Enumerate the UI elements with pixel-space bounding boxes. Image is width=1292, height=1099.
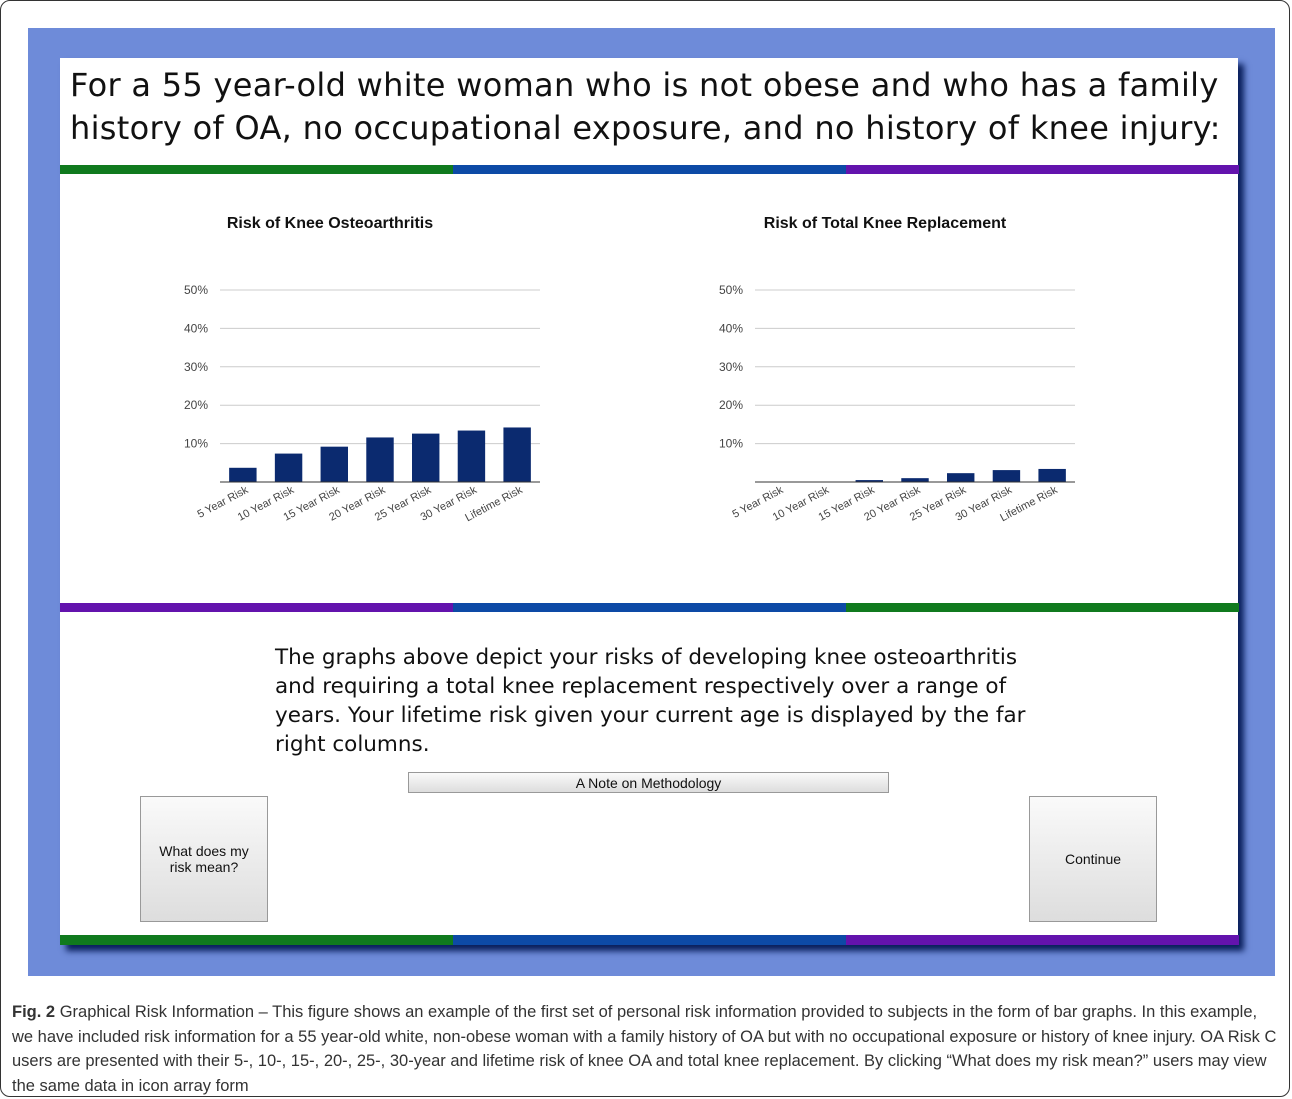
bar — [457, 430, 486, 482]
risk-meaning-button[interactable]: What does my risk mean? — [140, 796, 268, 922]
stripe — [846, 935, 1239, 945]
y-tick-label: 30% — [719, 360, 743, 374]
chart-title: Risk of Total Knee Replacement — [764, 215, 1007, 232]
chart: Risk of Knee Osteoarthritis 10% 20% 30% 40% 5… — [184, 215, 540, 524]
stripe — [846, 603, 1239, 612]
heading: For a 55 year-old white woman who is not… — [70, 66, 1221, 147]
stripe — [60, 165, 453, 174]
stripe — [453, 165, 846, 174]
stripe — [453, 603, 846, 612]
y-tick-label: 50% — [719, 283, 743, 297]
stripe — [60, 935, 453, 945]
bar — [274, 453, 303, 482]
stripe — [453, 935, 846, 945]
caption-text: Graphical Risk Information – This figure… — [12, 1003, 1277, 1095]
bar — [901, 478, 929, 482]
stripe — [60, 603, 453, 612]
bar — [1038, 468, 1066, 482]
stripe — [846, 165, 1239, 174]
y-tick-label: 50% — [184, 283, 208, 297]
continue-button[interactable]: Continue — [1029, 796, 1157, 922]
bar — [366, 437, 394, 482]
caption-label: Fig. 2 — [12, 1003, 56, 1021]
bar — [947, 473, 975, 482]
bar — [412, 433, 440, 482]
chart-title: Risk of Knee Osteoarthritis — [227, 215, 433, 232]
bar — [992, 470, 1021, 482]
y-tick-label: 10% — [719, 437, 743, 451]
bar — [229, 467, 257, 482]
caption: Fig. 2 Graphical Risk Information – This… — [12, 1000, 1280, 1098]
y-tick-label: 10% — [184, 437, 208, 451]
y-tick-label: 40% — [719, 321, 743, 335]
bar — [320, 446, 348, 482]
description: The graphs above depict your risks of de… — [275, 645, 1026, 757]
chart: Risk of Total Knee Replacement 10% 20% 30% 4… — [719, 215, 1075, 524]
bar — [855, 480, 883, 482]
y-tick-label: 20% — [184, 398, 208, 412]
bar — [503, 427, 531, 482]
y-tick-label: 20% — [719, 398, 743, 412]
methodology-button[interactable]: A Note on Methodology — [408, 772, 889, 793]
y-tick-label: 40% — [184, 321, 208, 335]
y-tick-label: 30% — [184, 360, 208, 374]
